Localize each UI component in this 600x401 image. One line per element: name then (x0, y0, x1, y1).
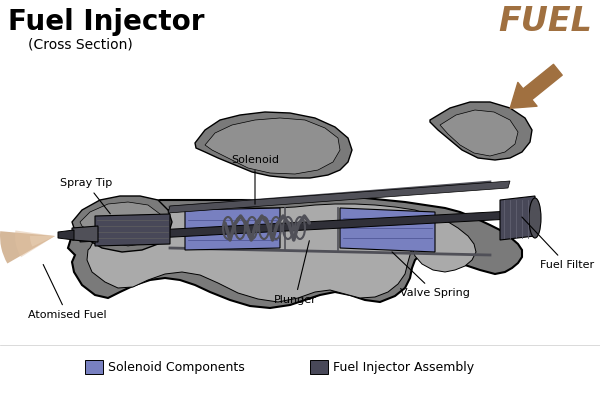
Polygon shape (80, 202, 164, 246)
Text: Spray Tip: Spray Tip (60, 178, 112, 214)
Text: Valve Spring: Valve Spring (392, 252, 470, 298)
Polygon shape (205, 118, 340, 174)
Text: FUEL: FUEL (498, 5, 592, 38)
Bar (85, 360, 103, 374)
Polygon shape (80, 210, 530, 242)
Wedge shape (0, 231, 55, 263)
Polygon shape (430, 102, 532, 160)
Text: Plunger: Plunger (274, 241, 316, 305)
Text: Fuel Filter: Fuel Filter (522, 217, 594, 270)
FancyArrowPatch shape (510, 64, 562, 108)
Text: Solenoid: Solenoid (231, 155, 279, 204)
Wedge shape (15, 231, 55, 257)
Polygon shape (440, 110, 518, 156)
Polygon shape (95, 214, 170, 246)
Text: Fuel Injector Assembly: Fuel Injector Assembly (333, 360, 474, 373)
Bar (310, 360, 328, 374)
Text: (Cross Section): (Cross Section) (28, 38, 133, 52)
Polygon shape (68, 197, 522, 308)
Polygon shape (58, 230, 74, 240)
Wedge shape (30, 236, 55, 247)
Polygon shape (72, 196, 172, 252)
Polygon shape (340, 208, 435, 252)
Ellipse shape (529, 198, 541, 238)
Text: Solenoid Components: Solenoid Components (108, 360, 245, 373)
Polygon shape (87, 204, 476, 302)
Polygon shape (195, 112, 352, 178)
Polygon shape (185, 208, 280, 250)
Text: Atomised Fuel: Atomised Fuel (28, 265, 107, 320)
Text: Fuel Injector: Fuel Injector (8, 8, 205, 36)
Polygon shape (72, 226, 98, 242)
Polygon shape (168, 181, 510, 213)
Polygon shape (500, 196, 535, 240)
